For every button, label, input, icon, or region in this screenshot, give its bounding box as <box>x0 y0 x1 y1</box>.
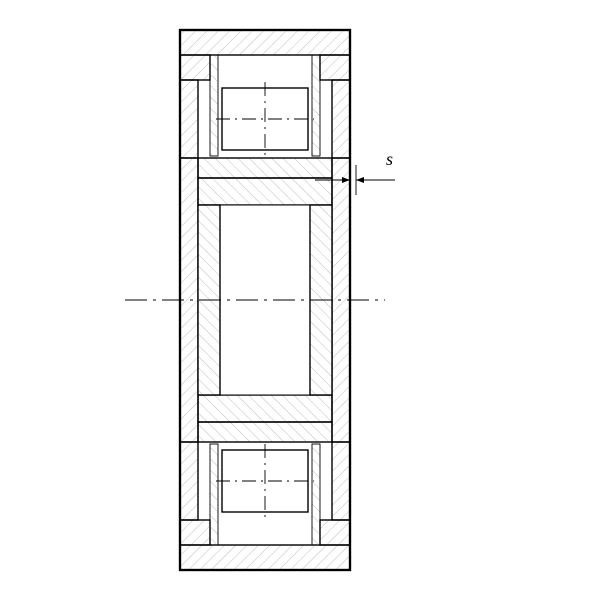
gap-label: s <box>386 149 393 169</box>
bearing-cross-section: s <box>0 0 600 600</box>
